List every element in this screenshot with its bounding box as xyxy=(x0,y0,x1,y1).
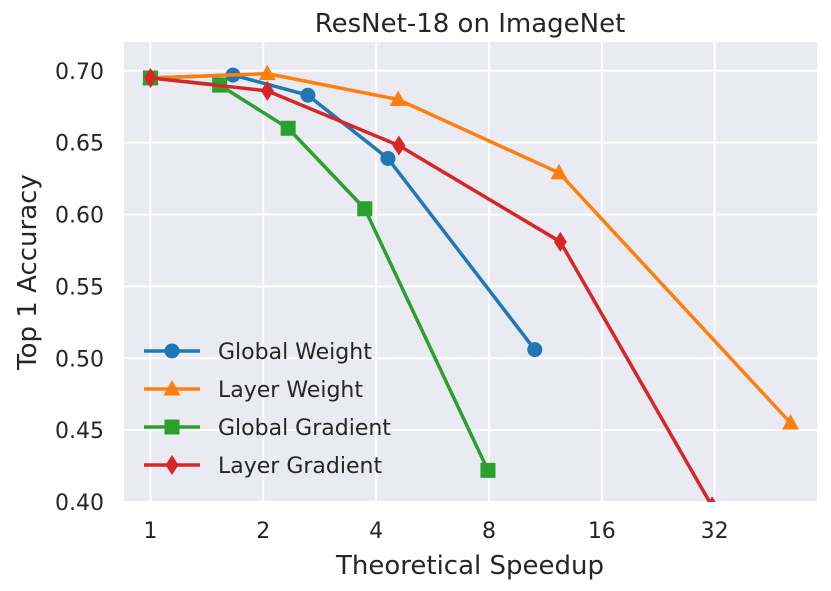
data-point xyxy=(782,413,800,430)
data-point xyxy=(357,201,373,217)
legend-label: Global Gradient xyxy=(218,416,391,441)
y-axis-ticks: 0.40 0.45 0.50 0.55 0.60 0.65 0.70 xyxy=(55,60,104,516)
series-layer xyxy=(141,64,800,502)
y-tick-label: 0.55 xyxy=(55,275,104,300)
data-point xyxy=(258,64,276,81)
data-point xyxy=(143,67,157,88)
legend: Global Weight Layer Weight Global Gradient… xyxy=(144,340,391,479)
data-point xyxy=(550,163,568,180)
legend-marker xyxy=(164,419,180,435)
data-point xyxy=(392,135,406,156)
plot-area xyxy=(124,42,817,502)
series-layer-gradient xyxy=(143,67,716,502)
y-axis-label: Top 1 Accuracy xyxy=(13,174,43,371)
legend-item: Global Gradient xyxy=(144,416,391,441)
data-point xyxy=(553,231,567,252)
x-tick-label: 1 xyxy=(143,519,157,544)
x-tick-label: 8 xyxy=(482,519,496,544)
x-tick-label: 16 xyxy=(588,519,616,544)
legend-item: Layer Weight xyxy=(144,378,363,403)
x-axis-label: Theoretical Speedup xyxy=(335,551,604,581)
data-point xyxy=(300,87,316,103)
y-tick-label: 0.65 xyxy=(55,132,104,157)
data-point xyxy=(708,496,716,502)
legend-marker xyxy=(164,343,180,359)
chart-title: ResNet-18 on ImageNet xyxy=(315,9,626,39)
y-tick-label: 0.40 xyxy=(55,491,104,516)
data-point xyxy=(280,120,296,136)
y-tick-label: 0.50 xyxy=(55,347,104,372)
legend-label: Layer Gradient xyxy=(218,454,382,479)
x-tick-label: 4 xyxy=(369,519,383,544)
legend-item: Layer Gradient xyxy=(144,454,382,479)
legend-marker xyxy=(163,380,181,396)
y-tick-label: 0.45 xyxy=(55,419,104,444)
data-point xyxy=(527,342,543,358)
legend-label: Global Weight xyxy=(218,340,372,365)
legend-marker xyxy=(165,455,179,475)
x-axis-ticks: 1 2 4 8 16 32 xyxy=(143,519,728,544)
data-point xyxy=(480,462,496,478)
x-tick-label: 2 xyxy=(256,519,270,544)
grid xyxy=(124,42,817,503)
y-tick-label: 0.60 xyxy=(55,204,104,229)
y-tick-label: 0.70 xyxy=(55,60,104,85)
data-point xyxy=(389,90,407,106)
legend-label: Layer Weight xyxy=(218,378,363,403)
x-tick-label: 32 xyxy=(701,519,729,544)
legend-item: Global Weight xyxy=(144,340,372,365)
data-point xyxy=(260,80,274,101)
data-point xyxy=(380,150,396,166)
